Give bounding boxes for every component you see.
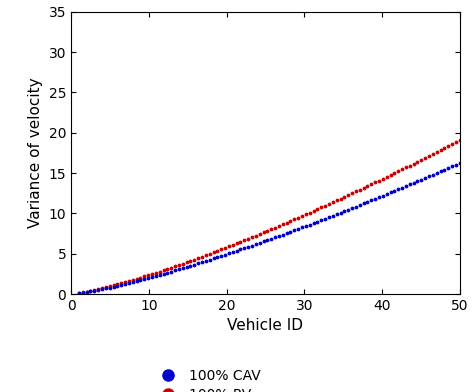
Y-axis label: Variance of velocity: Variance of velocity <box>28 78 43 228</box>
X-axis label: Vehicle ID: Vehicle ID <box>228 318 303 334</box>
Legend: 100% CAV, 100% RV: 100% CAV, 100% RV <box>148 363 266 392</box>
